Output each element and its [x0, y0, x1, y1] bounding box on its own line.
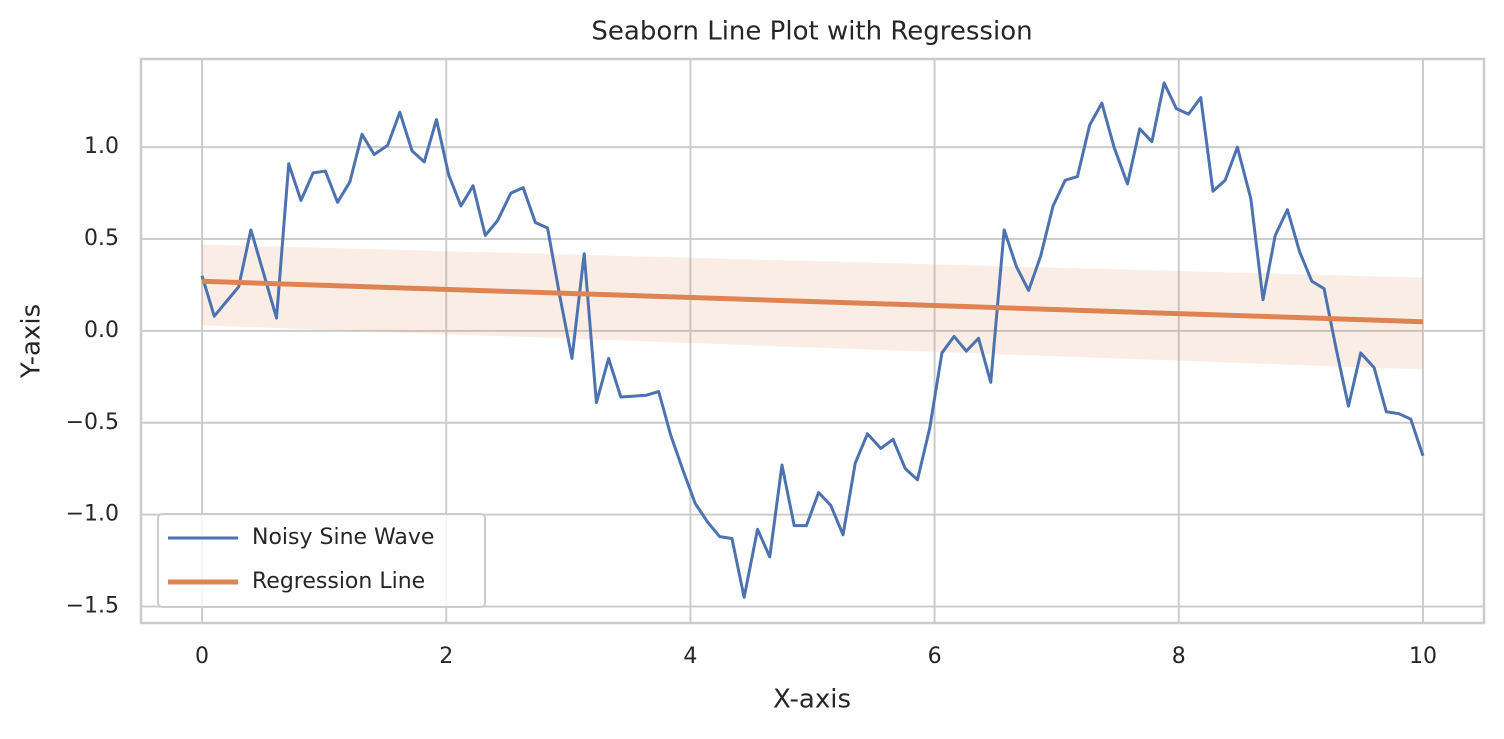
x-tick-label: 8	[1172, 644, 1186, 669]
legend-label: Regression Line	[252, 569, 425, 594]
y-tick-label: 0.5	[84, 226, 119, 251]
y-tick-label: 1.0	[84, 134, 119, 159]
x-tick-label: 2	[439, 644, 453, 669]
x-tick-label: 0	[195, 644, 209, 669]
plot-frame	[139, 57, 1486, 625]
y-tick-label: −1.0	[66, 502, 119, 527]
y-tick-label: −0.5	[66, 410, 119, 435]
line-series	[201, 278, 1424, 325]
legend-frame	[157, 513, 486, 608]
y-tick-label: −1.5	[66, 593, 119, 618]
x-tick-label: 4	[683, 644, 697, 669]
legend: Noisy Sine Wave Regression Line	[157, 513, 486, 608]
x-axis-label: X-axis	[773, 685, 851, 715]
x-tick-label: 6	[928, 644, 942, 669]
confidence-band	[202, 244, 1423, 370]
legend-label: Noisy Sine Wave	[252, 525, 434, 550]
y-tick-label: 0.0	[84, 318, 119, 343]
line-series	[200, 81, 1425, 599]
y-axis-label: Y-axis	[17, 304, 47, 379]
x-tick-label: 10	[1409, 644, 1437, 669]
chart-title: Seaborn Line Plot with Regression	[591, 17, 1032, 47]
